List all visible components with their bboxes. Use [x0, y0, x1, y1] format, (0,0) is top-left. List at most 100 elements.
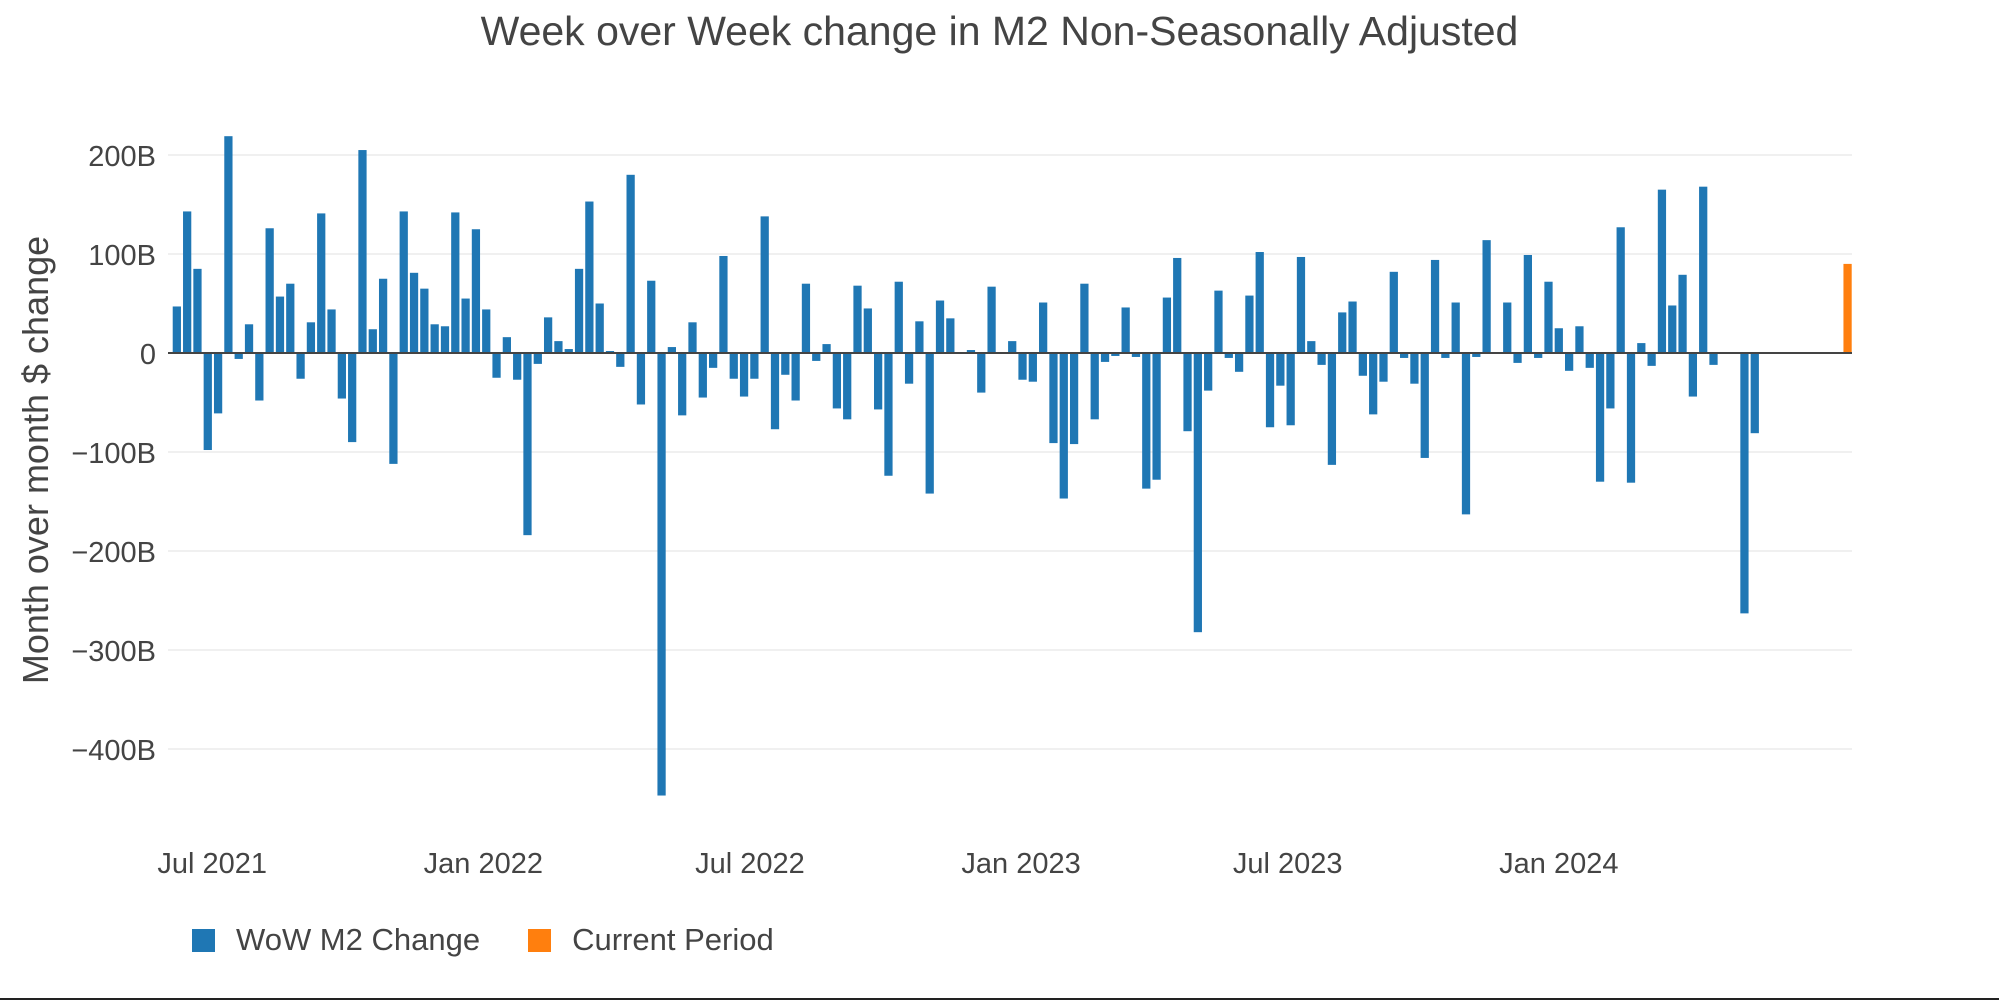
- x-tick-label: Jul 2022: [695, 848, 805, 880]
- x-tick-label: Jan 2022: [424, 848, 543, 880]
- bar-wow-m2-change: [636, 353, 646, 405]
- bar-wow-m2-change: [1410, 353, 1419, 384]
- y-tick-labels: 200B 100B 0 −100B −200B −300B −400B: [71, 141, 156, 767]
- bar-wow-m2-change: [1183, 353, 1192, 432]
- bar-wow-m2-change: [801, 283, 811, 353]
- bar-wow-m2-change: [1688, 353, 1698, 397]
- bar-wow-m2-change: [760, 216, 769, 353]
- bar-wow-m2-change: [719, 255, 728, 353]
- bar-wow-m2-change: [770, 353, 780, 430]
- bar-wow-m2-change: [399, 211, 408, 353]
- bar-wow-m2-change: [368, 329, 377, 353]
- bar-wow-m2-change: [523, 353, 532, 536]
- bar-wow-m2-change: [915, 321, 924, 353]
- legend-item-wow[interactable]: WoW M2 Change: [192, 922, 480, 958]
- x-tick-label: Jul 2023: [1233, 848, 1343, 880]
- bar-wow-m2-change: [832, 353, 842, 409]
- bar-wow-m2-change: [451, 212, 460, 353]
- bar-wow-m2-change: [1214, 290, 1223, 353]
- bar-wow-m2-change: [925, 353, 934, 494]
- y-tick-label: −200B: [71, 537, 156, 569]
- x-tick-label: Jan 2024: [1499, 848, 1618, 880]
- bar-wow-m2-change: [1389, 271, 1398, 353]
- bar-wow-m2-change: [203, 353, 212, 451]
- bar-wow-m2-change: [543, 317, 553, 353]
- bar-wow-m2-change: [1296, 256, 1306, 353]
- bar-wow-m2-change: [234, 353, 243, 359]
- bar-wow-m2-change: [1503, 302, 1512, 353]
- bar-wow-m2-change: [275, 296, 285, 353]
- bar-wow-m2-change: [1565, 353, 1574, 371]
- bar-wow-m2-change: [224, 136, 233, 353]
- x-tick-labels: Jul 2021 Jan 2022 Jul 2022 Jan 2023 Jul 2023…: [157, 848, 1618, 880]
- bar-wow-m2-change: [585, 201, 594, 353]
- bar-wow-m2-change: [1430, 259, 1440, 353]
- bar-wow-m2-change: [781, 353, 790, 375]
- bar-wow-m2-change: [647, 280, 656, 353]
- bar-wow-m2-change: [1111, 353, 1120, 356]
- bar-wow-m2-change: [1049, 353, 1058, 444]
- bar-wow-m2-change: [1028, 353, 1037, 382]
- legend-item-current[interactable]: Current Period: [528, 922, 774, 958]
- bar-wow-m2-change: [1193, 353, 1202, 633]
- bar-wow-m2-change: [1668, 305, 1677, 353]
- bar-wow-m2-change: [595, 303, 604, 353]
- bar-wow-m2-change: [306, 322, 316, 353]
- bar-wow-m2-change: [1595, 353, 1605, 482]
- bar-wow-m2-change: [1162, 297, 1172, 353]
- bottom-border: [0, 998, 1999, 1000]
- bar-wow-m2-change: [729, 353, 738, 379]
- bar-wow-m2-change: [1142, 353, 1151, 489]
- bar-wow-m2-change: [213, 353, 223, 414]
- bar-wow-m2-change: [904, 353, 914, 384]
- bar-wow-m2-change: [874, 353, 883, 410]
- bar-wow-m2-change: [337, 353, 346, 399]
- bar-wow-m2-change: [1441, 353, 1450, 358]
- bar-wow-m2-change: [1317, 353, 1326, 365]
- bar-wow-m2-change: [977, 353, 986, 393]
- bar-wow-m2-change: [1090, 353, 1099, 420]
- bar-wow-m2-change: [1069, 353, 1079, 445]
- bar-wow-m2-change: [1575, 326, 1584, 353]
- bar-wow-m2-change: [1606, 353, 1615, 409]
- bar-wow-m2-change: [698, 353, 707, 398]
- bar-wow-m2-change: [440, 326, 450, 353]
- bar-wow-m2-change: [1420, 353, 1429, 458]
- bar-wow-m2-change: [183, 211, 192, 353]
- bar-wow-m2-change: [1544, 281, 1553, 353]
- x-tick-label: Jul 2021: [157, 848, 267, 880]
- bar-wow-m2-change: [935, 300, 945, 353]
- y-tick-label: −300B: [71, 636, 156, 668]
- bar-wow-m2-change: [1369, 353, 1378, 415]
- bar-wow-m2-change: [1358, 353, 1367, 376]
- bar-wow-m2-change: [286, 283, 295, 353]
- bar-wow-m2-change: [1224, 353, 1233, 358]
- bar-wow-m2-change: [296, 353, 305, 379]
- bar-wow-m2-change: [1265, 353, 1275, 428]
- bar-wow-m2-change: [1338, 312, 1347, 353]
- bar-wow-m2-change: [1554, 328, 1563, 353]
- bar-wow-m2-change: [822, 344, 831, 353]
- bar-wow-m2-change: [1008, 341, 1017, 353]
- bar-wow-m2-change: [1276, 353, 1285, 386]
- chart-title: Week over Week change in M2 Non-Seasonal…: [480, 8, 1519, 54]
- bar-wow-m2-change: [667, 347, 676, 353]
- bar-wow-m2-change: [172, 306, 181, 353]
- bar-wow-m2-change: [1647, 353, 1656, 366]
- bar-wow-m2-change: [750, 353, 759, 379]
- x-tick-label: Jan 2023: [961, 848, 1080, 880]
- legend[interactable]: WoW M2 Change Current Period: [192, 918, 822, 962]
- bar-wow-m2-change: [378, 278, 388, 353]
- bar-wow-m2-change: [1327, 353, 1337, 465]
- bar-wow-m2-change: [1173, 257, 1182, 353]
- bar-wow-m2-change: [1234, 353, 1244, 372]
- bar-wow-m2-change: [1461, 353, 1471, 515]
- bar-wow-m2-change: [966, 350, 976, 353]
- bar-wow-m2-change: [1152, 353, 1161, 480]
- bar-wow-m2-change: [492, 353, 501, 378]
- bar-wow-m2-change: [533, 353, 542, 364]
- bar-current-period: [1843, 263, 1852, 353]
- bar-wow-m2-change: [1399, 353, 1409, 358]
